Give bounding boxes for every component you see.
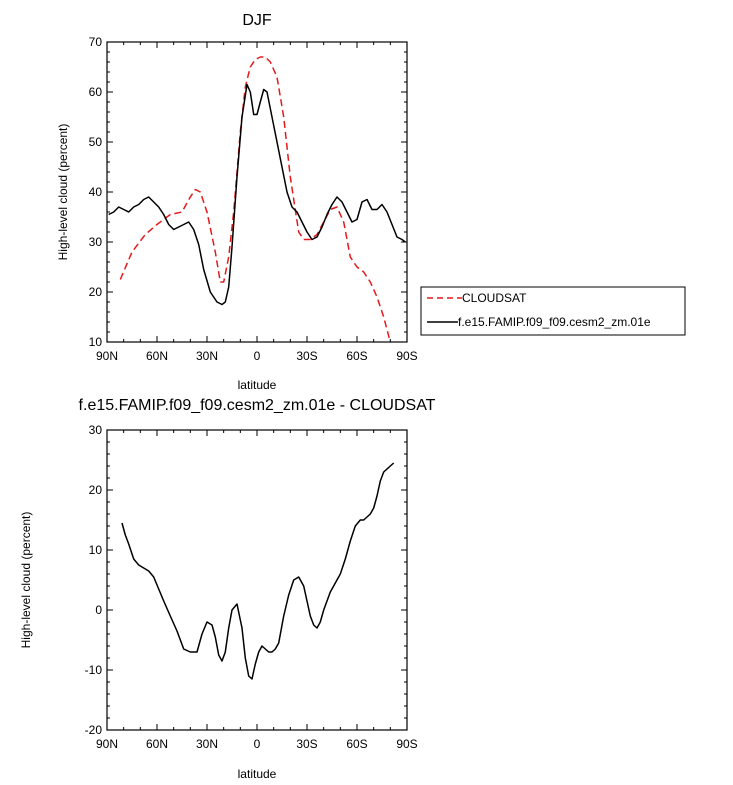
bottom-plot-title: f.e15.FAMIP.f09_f09.cesm2_zm.01e - CLOUD… xyxy=(79,397,436,414)
y-tick-label: -20 xyxy=(85,723,103,737)
y-tick-label: 10 xyxy=(89,543,103,557)
legend-frame xyxy=(420,286,686,336)
x-tick-label: 60S xyxy=(346,737,367,751)
top-plot-y-axis-label: High-level cloud (percent) xyxy=(56,124,70,261)
x-tick-label: 30S xyxy=(296,349,317,363)
top-plot-title: DJF xyxy=(242,12,272,29)
x-tick-label: 90S xyxy=(396,349,417,363)
bottom-plot-x-axis-label: latitude xyxy=(238,767,277,781)
bottom-plot-y-axis-label: High-level cloud (percent) xyxy=(19,512,33,649)
series-line-difference xyxy=(121,462,395,680)
y-tick-label: -10 xyxy=(85,663,103,677)
series-line-model xyxy=(108,83,406,306)
bottom-plot-ticks: 90N 60N 30N 0 30S 60S 90S -20 -10 0 10 20 30 xyxy=(85,423,418,751)
y-tick-label: 30 xyxy=(89,235,103,249)
y-tick-label: 70 xyxy=(89,35,103,49)
y-tick-label: 10 xyxy=(89,335,103,349)
bottom-plot-frame xyxy=(106,429,408,731)
top-plot-frame xyxy=(106,41,408,343)
y-tick-label: 30 xyxy=(89,423,103,437)
legend-label-cloudsat: CLOUDSAT xyxy=(462,291,527,305)
x-tick-label: 60N xyxy=(146,737,168,751)
legend-label-model: f.e15.FAMIP.f09_f09.cesm2_zm.01e xyxy=(458,315,651,329)
y-tick-label: 20 xyxy=(89,285,103,299)
y-tick-label: 20 xyxy=(89,483,103,497)
y-tick-label: 40 xyxy=(89,185,103,199)
x-tick-label: 0 xyxy=(254,737,261,751)
y-tick-label: 60 xyxy=(89,85,103,99)
x-tick-label: 30N xyxy=(196,349,218,363)
x-tick-label: 0 xyxy=(254,349,261,363)
x-tick-label: 90N xyxy=(96,349,118,363)
top-plot: DJF High-level cloud (percent) latitude … xyxy=(56,12,418,392)
series-line-cloudsat xyxy=(119,56,392,343)
y-tick-label: 0 xyxy=(95,603,102,617)
y-tick-label: 50 xyxy=(89,135,103,149)
top-plot-x-axis-label: latitude xyxy=(238,378,277,392)
top-plot-ticks: 90N 60N 30N 0 30S 60S 90S 10 20 30 40 50 60 70 xyxy=(89,35,418,363)
x-tick-label: 90N xyxy=(96,737,118,751)
x-tick-label: 30S xyxy=(296,737,317,751)
x-tick-label: 30N xyxy=(196,737,218,751)
bottom-plot-series xyxy=(121,462,395,680)
top-plot-series xyxy=(108,56,406,343)
top-plot-legend: CLOUDSAT f.e15.FAMIP.f09_f09.cesm2_zm.01… xyxy=(420,286,686,336)
bottom-plot: f.e15.FAMIP.f09_f09.cesm2_zm.01e - CLOUD… xyxy=(19,397,436,781)
x-tick-label: 60S xyxy=(346,349,367,363)
x-tick-label: 60N xyxy=(146,349,168,363)
x-tick-label: 90S xyxy=(396,737,417,751)
